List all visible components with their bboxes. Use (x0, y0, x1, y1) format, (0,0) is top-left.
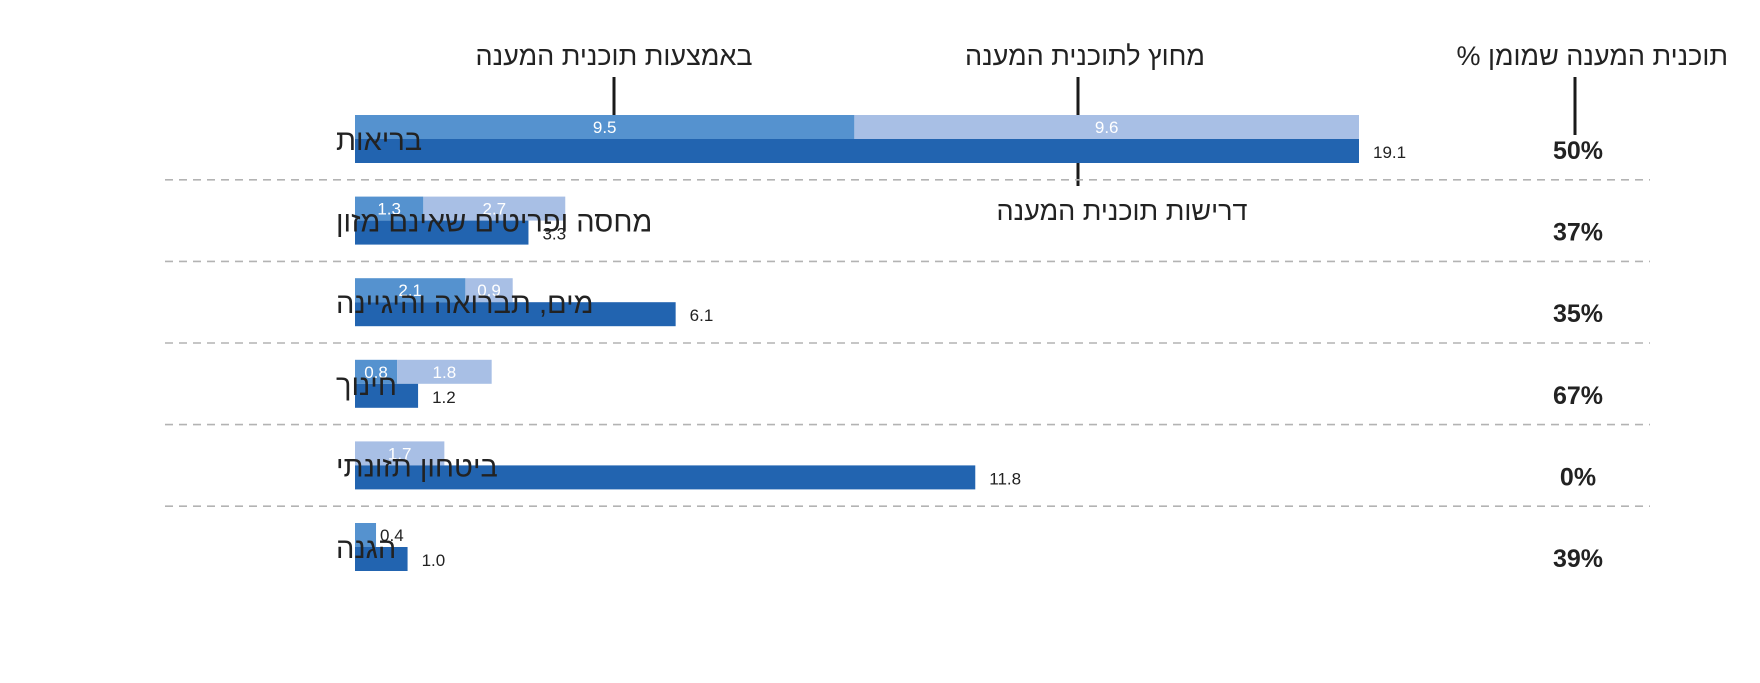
category-label: הגנה (336, 533, 396, 565)
category-label: מחסה ופריטים שאינם מזון (336, 207, 652, 239)
bar-outside-plan (465, 278, 513, 303)
bar-outside-plan (397, 359, 492, 384)
value-label-requirements: 3.3 (542, 225, 566, 244)
bar-outside-plan (423, 196, 566, 221)
bar-requirements (355, 383, 419, 408)
category-label: ביטחון תזונתי (336, 451, 498, 483)
bar-inside-plan (355, 196, 424, 221)
funded-percent-value: 39% (1553, 545, 1603, 573)
header-funded-percent: % תוכנית המענה שמומן (1456, 41, 1728, 71)
bar-requirements (355, 547, 408, 571)
funded-percent-value: 35% (1553, 300, 1603, 328)
bar-requirements (355, 465, 976, 490)
value-label-requirements: 1.0 (422, 551, 446, 570)
value-label-requirements: 1.2 (432, 388, 456, 407)
header-outside-plan: מחוץ לתוכנית המענה (965, 41, 1205, 71)
bar-requirements (355, 139, 1359, 163)
funded-percent-value: 50% (1553, 137, 1603, 165)
header-requirements: דרישות תוכנית המענה (997, 196, 1248, 226)
funded-percent-value: 0% (1560, 463, 1596, 491)
value-label-inside-plan: 9.5 (593, 118, 617, 137)
bar-inside-plan (355, 523, 377, 547)
row-separators (165, 179, 1650, 508)
bar-outside-plan (355, 441, 445, 466)
category-label: בריאות (336, 125, 422, 157)
funded-percent-value: 67% (1553, 382, 1603, 410)
bar-outside-plan (854, 115, 1359, 139)
value-label-outside-plan: 1.7 (388, 444, 412, 463)
category-labels: בריאות 50% מחסה ופריטים שאינם מזון 37% מים, … (336, 125, 1603, 573)
bar-inside-plan (355, 115, 855, 139)
value-label-inside-plan: 0.4 (380, 526, 404, 545)
header-inside-plan: באמצעות תוכנית המענה (476, 41, 753, 71)
bar-requirements (355, 220, 529, 245)
bars: 9.5 9.6 19.1 1.3 2.7 3.3 2.1 0.9 6.1 0.8 1.8 1.2 1.7… (355, 115, 1406, 571)
value-label-inside-plan: 2.1 (398, 281, 422, 300)
bar-inside-plan (355, 359, 398, 384)
category-label: מים, תברואה והיגיינה (336, 288, 594, 320)
bar-inside-plan (355, 278, 466, 303)
value-label-outside-plan: 1.8 (433, 363, 457, 382)
bar-requirements (355, 302, 676, 327)
funded-percent-value: 37% (1553, 219, 1603, 247)
value-label-requirements: 6.1 (690, 306, 714, 325)
value-label-inside-plan: 1.3 (377, 200, 401, 219)
category-label: חינוך (336, 370, 397, 402)
chart-headers: באמצעות תוכנית המענה מחוץ לתוכנית המענה … (476, 41, 1728, 226)
value-label-outside-plan: 9.6 (1095, 118, 1119, 137)
value-label-requirements: 19.1 (1373, 143, 1406, 162)
value-label-outside-plan: 0.9 (477, 281, 501, 300)
value-label-inside-plan: 0.8 (364, 363, 388, 382)
value-label-requirements: 11.8 (989, 469, 1021, 488)
value-label-outside-plan: 2.7 (482, 200, 506, 219)
